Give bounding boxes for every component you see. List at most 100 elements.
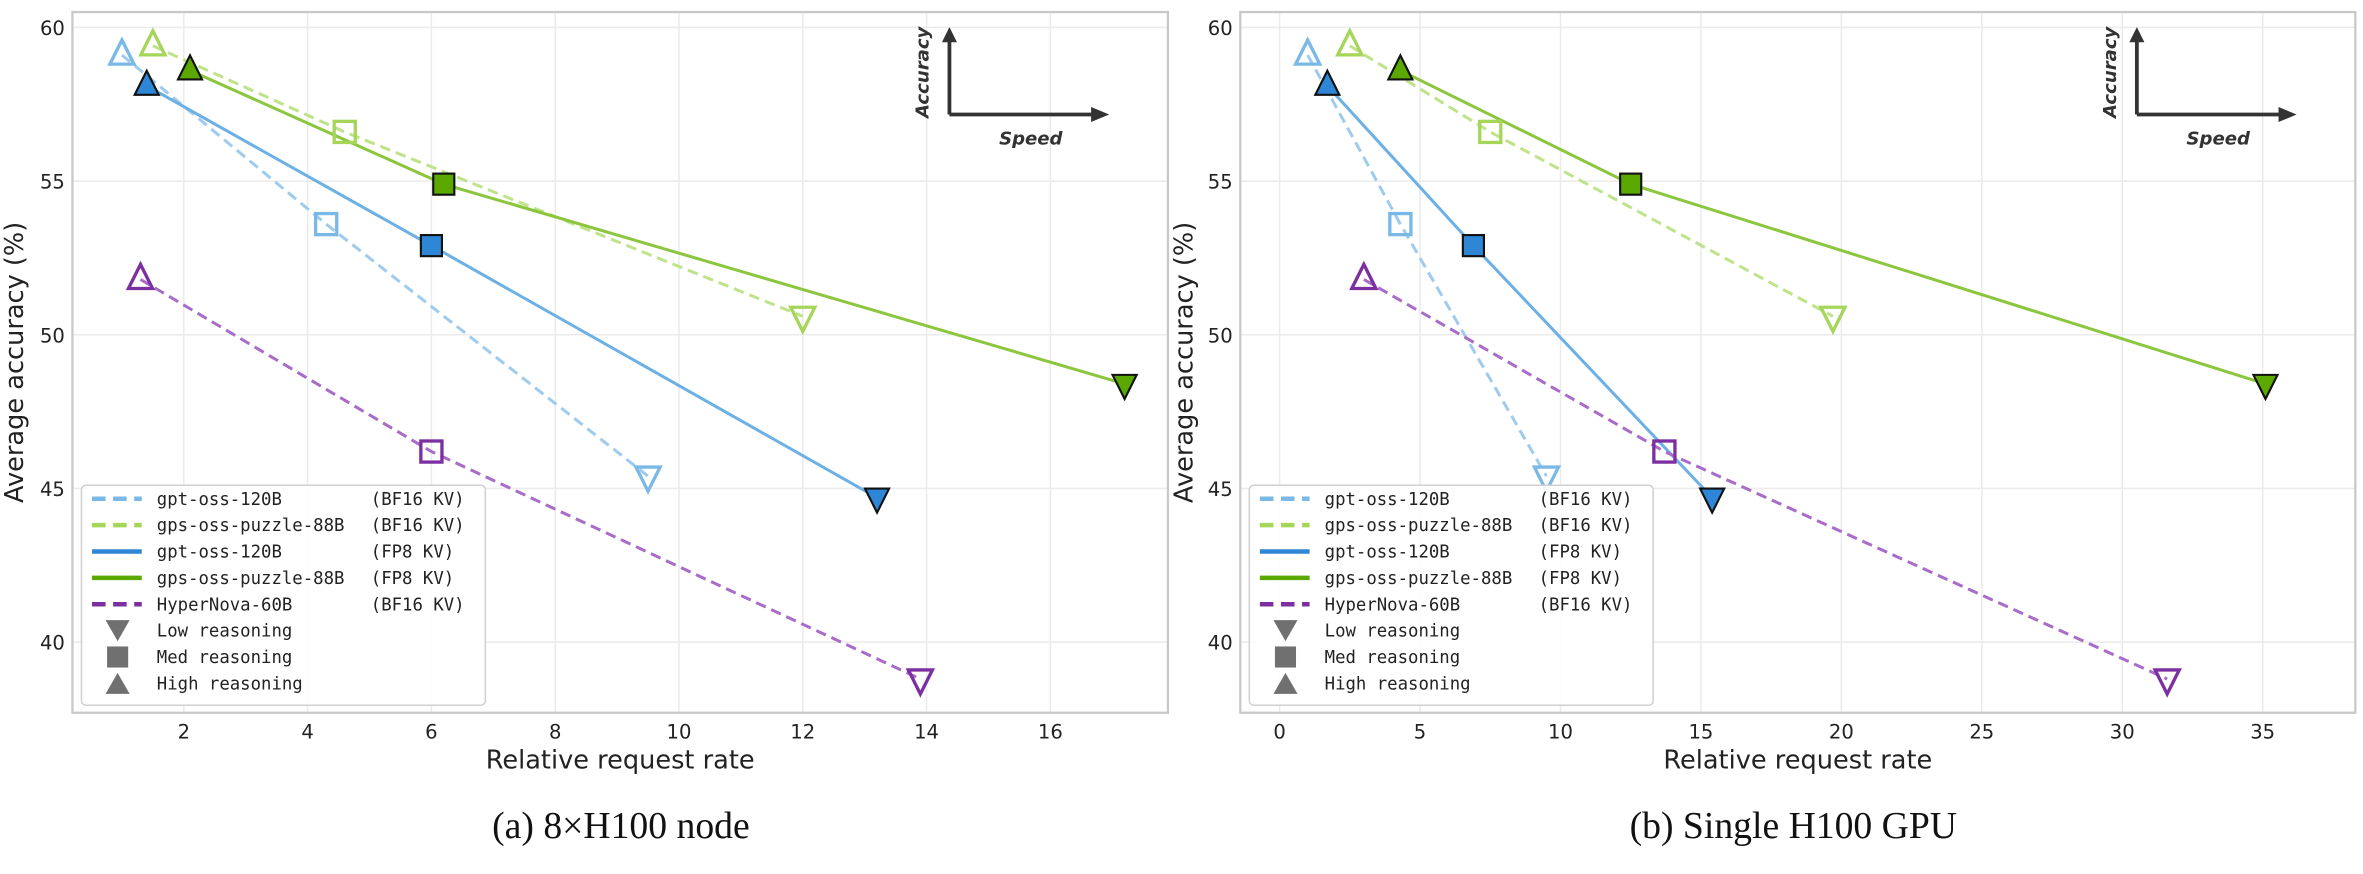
legend-box xyxy=(1248,484,1654,706)
series-line-2 xyxy=(145,84,878,499)
panel-b: 0 5 10 15 20 25 30 35 40 45 50 55 60 Relative request… xyxy=(1170,10,2357,847)
y-tick-label: 60 xyxy=(40,17,65,40)
data-point-high xyxy=(1292,36,1323,66)
inset-speed-label: Speed xyxy=(999,129,1063,150)
legend-triangle-up-marker xyxy=(1273,672,1298,694)
y-axis-label: Average accuracy (%) xyxy=(0,222,30,503)
panel-a: 2 4 6 8 10 12 14 16 40 45 50 55 60 Relative request r… xyxy=(0,10,1170,847)
legend-label: gpt-oss-120B xyxy=(1325,490,1450,510)
x-tick-label: 25 xyxy=(1969,720,1994,743)
legend-label: gpt-oss-120B xyxy=(1325,543,1450,563)
data-point-low xyxy=(788,305,818,336)
legend: gpt-oss-120B (BF16 KV) gps-oss-puzzle-88B (… xyxy=(80,484,487,706)
data-point-low xyxy=(2152,668,2182,698)
data-point-high xyxy=(1313,68,1342,96)
inset-speed-label: Speed xyxy=(2187,129,2251,150)
legend-triangle-down-marker xyxy=(105,620,130,642)
speed-arrow-head xyxy=(1091,106,1110,123)
y-tick-label: 55 xyxy=(1208,171,1233,194)
legend-label: HyperNova-60B xyxy=(1325,595,1461,615)
x-tick-label: 16 xyxy=(1038,720,1063,743)
data-point-low xyxy=(905,668,936,698)
legend-marker-label: High reasoning xyxy=(157,674,303,694)
x-tick-label: 2 xyxy=(178,720,190,743)
x-tick-label: 10 xyxy=(1548,720,1573,743)
legend-tag: (FP8 KV) xyxy=(371,569,454,589)
x-tick-label: 12 xyxy=(790,720,815,743)
data-point-low xyxy=(863,487,891,516)
legend-marker-label: Low reasoning xyxy=(1325,622,1461,642)
accuracy-arrow-head xyxy=(2129,27,2145,43)
plot-frame xyxy=(1239,10,2357,714)
plot-frame xyxy=(71,10,1170,714)
legend-marker-label: Med reasoning xyxy=(157,648,292,668)
data-point-low xyxy=(1698,487,1726,516)
x-tick-label: 20 xyxy=(1829,720,1854,743)
series-line-0 xyxy=(120,53,649,478)
data-point-high xyxy=(125,260,156,291)
panel-caption: (a) 8×H100 node xyxy=(492,805,750,847)
y-axis-label: Average accuracy (%) xyxy=(1170,222,1200,503)
data-point-med xyxy=(419,234,444,258)
data-point-high xyxy=(138,27,168,57)
y-tick-label: 40 xyxy=(40,632,65,655)
x-tick-label: 15 xyxy=(1688,720,1713,743)
series-line-3 xyxy=(1399,69,2266,386)
data-point-high xyxy=(132,68,161,96)
data-point-high xyxy=(176,53,204,81)
legend-tag: (BF16 KV) xyxy=(371,490,465,510)
inset-accuracy-label: Accuracy xyxy=(2100,25,2121,120)
data-point-high xyxy=(1386,53,1415,81)
data-point-low xyxy=(2251,373,2280,402)
x-axis-label: Relative request rate xyxy=(1663,746,1932,776)
x-axis-label: Relative request rate xyxy=(486,746,755,776)
legend-label: gps-oss-puzzle-88B xyxy=(157,516,345,536)
data-point-low xyxy=(1110,373,1139,402)
data-point-med xyxy=(1652,439,1677,464)
legend-label: gpt-oss-120B xyxy=(157,543,282,563)
legend-square-marker xyxy=(107,646,129,668)
legend-tag: (FP8 KV) xyxy=(1539,543,1622,563)
legend-marker-label: Med reasoning xyxy=(1325,648,1461,668)
data-point-low xyxy=(1531,465,1562,495)
data-point-med xyxy=(432,172,456,196)
series-line-4 xyxy=(1363,278,2168,681)
accuracy-arrow-head xyxy=(941,27,957,43)
y-tick-label: 40 xyxy=(1208,632,1233,655)
legend-marker-label: Low reasoning xyxy=(157,622,292,642)
legend-label: gps-oss-puzzle-88B xyxy=(1325,516,1513,536)
legend-marker-label: High reasoning xyxy=(1325,674,1471,694)
y-tick-label: 60 xyxy=(1208,17,1233,40)
data-point-high xyxy=(107,36,137,66)
y-tick-label: 50 xyxy=(40,324,65,347)
data-point-med xyxy=(1478,119,1503,145)
legend-tag: (FP8 KV) xyxy=(1539,569,1622,589)
legend-tag: (BF16 KV) xyxy=(1539,490,1633,510)
data-point-med xyxy=(1461,234,1486,258)
speed-arrow-head xyxy=(2278,106,2297,123)
legend: gpt-oss-120B (BF16 KV) gps-oss-puzzle-88B (… xyxy=(1248,484,1654,706)
y-tick-label: 45 xyxy=(40,478,65,501)
legend-triangle-up-marker xyxy=(105,672,130,694)
legend-triangle-down-marker xyxy=(1273,620,1298,642)
legend-label: gps-oss-puzzle-88B xyxy=(1325,569,1513,589)
x-tick-label: 4 xyxy=(301,720,313,743)
x-tick-label: 30 xyxy=(2110,720,2135,743)
x-tick-label: 5 xyxy=(1414,720,1426,743)
legend-tag: (BF16 KV) xyxy=(1539,595,1633,615)
series-line-0 xyxy=(1306,54,1548,477)
legend-tag: (BF16 KV) xyxy=(371,595,465,615)
legend-label: gpt-oss-120B xyxy=(157,490,282,510)
y-tick-label: 45 xyxy=(1208,478,1233,501)
legend-tag: (BF16 KV) xyxy=(371,516,465,536)
x-tick-label: 35 xyxy=(2250,720,2275,743)
panel-caption: (b) Single H100 GPU xyxy=(1630,805,1957,847)
legend-box xyxy=(80,484,487,706)
inset-accuracy-label: Accuracy xyxy=(912,25,933,120)
series-line-4 xyxy=(139,278,921,681)
data-point-med xyxy=(419,439,444,464)
x-tick-label: 10 xyxy=(667,720,692,743)
data-point-low xyxy=(1818,305,1848,336)
